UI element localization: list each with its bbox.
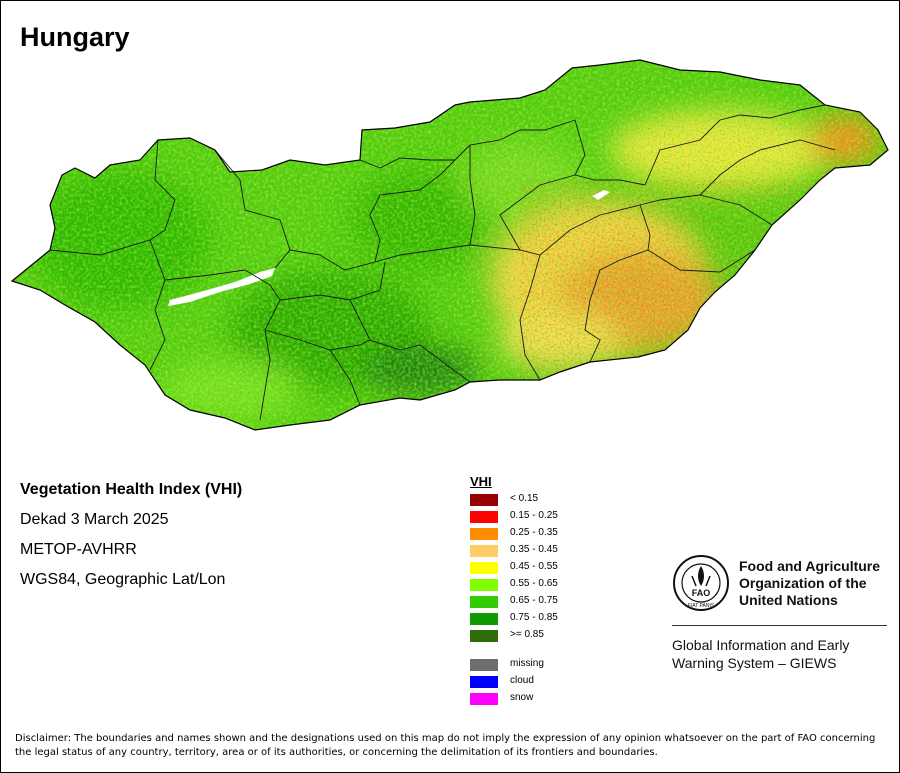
admin-boundaries xyxy=(49,104,836,421)
legend-swatch xyxy=(470,511,498,523)
org-name-line-3: United Nations xyxy=(739,592,838,608)
legend-swatch xyxy=(470,562,498,574)
lake-tisza xyxy=(592,190,610,200)
sensor-label: METOP-AVHRR xyxy=(20,541,137,558)
period-label: Dekad 3 March 2025 xyxy=(20,511,169,528)
disclaimer: Disclaimer: The boundaries and names sho… xyxy=(15,733,876,758)
legend-label: < 0.15 xyxy=(510,493,539,504)
legend-swatch xyxy=(470,630,498,642)
org-name-line-1: Food and Agriculture xyxy=(739,558,881,574)
legend-swatch xyxy=(470,676,498,688)
logo-motto: FIAT PANIS xyxy=(688,603,715,609)
map-title: Hungary xyxy=(20,22,130,52)
giews-line-2: Warning System – GIEWS xyxy=(672,655,837,671)
org-name-line-2: Organization of the xyxy=(739,575,867,591)
legend-swatch xyxy=(470,693,498,705)
legend-title: VHI xyxy=(470,474,492,489)
legend-label: 0.75 - 0.85 xyxy=(510,612,558,623)
legend-swatch xyxy=(470,494,498,506)
legend-label: 0.35 - 0.45 xyxy=(510,544,558,555)
legend-label: 0.65 - 0.75 xyxy=(510,595,558,606)
projection-label: WGS84, Geographic Lat/Lon xyxy=(20,571,226,588)
fao-emblem-icon: FAO FIAT PANIS xyxy=(673,555,729,611)
country-outline xyxy=(10,59,889,431)
legend-swatch xyxy=(470,659,498,671)
legend-swatch xyxy=(470,596,498,608)
legend-label: 0.25 - 0.35 xyxy=(510,527,558,538)
logo-letters: FAO xyxy=(692,588,711,598)
lake-balaton xyxy=(168,268,275,306)
legend-swatch xyxy=(470,545,498,557)
giews-line-1: Global Information and Early xyxy=(672,637,850,653)
legend-swatch xyxy=(470,579,498,591)
branding-divider xyxy=(672,625,887,626)
legend-label: 0.55 - 0.65 xyxy=(510,578,558,589)
legend-swatch xyxy=(470,613,498,625)
legend-label: 0.45 - 0.55 xyxy=(510,561,558,572)
legend-label: missing xyxy=(510,658,544,669)
legend-label: snow xyxy=(510,692,534,703)
index-name: Vegetation Health Index (VHI) xyxy=(20,481,243,498)
legend-label: >= 0.85 xyxy=(510,629,544,640)
legend-label: 0.15 - 0.25 xyxy=(510,510,558,521)
legend-label: cloud xyxy=(510,675,534,686)
legend-swatch xyxy=(470,528,498,540)
